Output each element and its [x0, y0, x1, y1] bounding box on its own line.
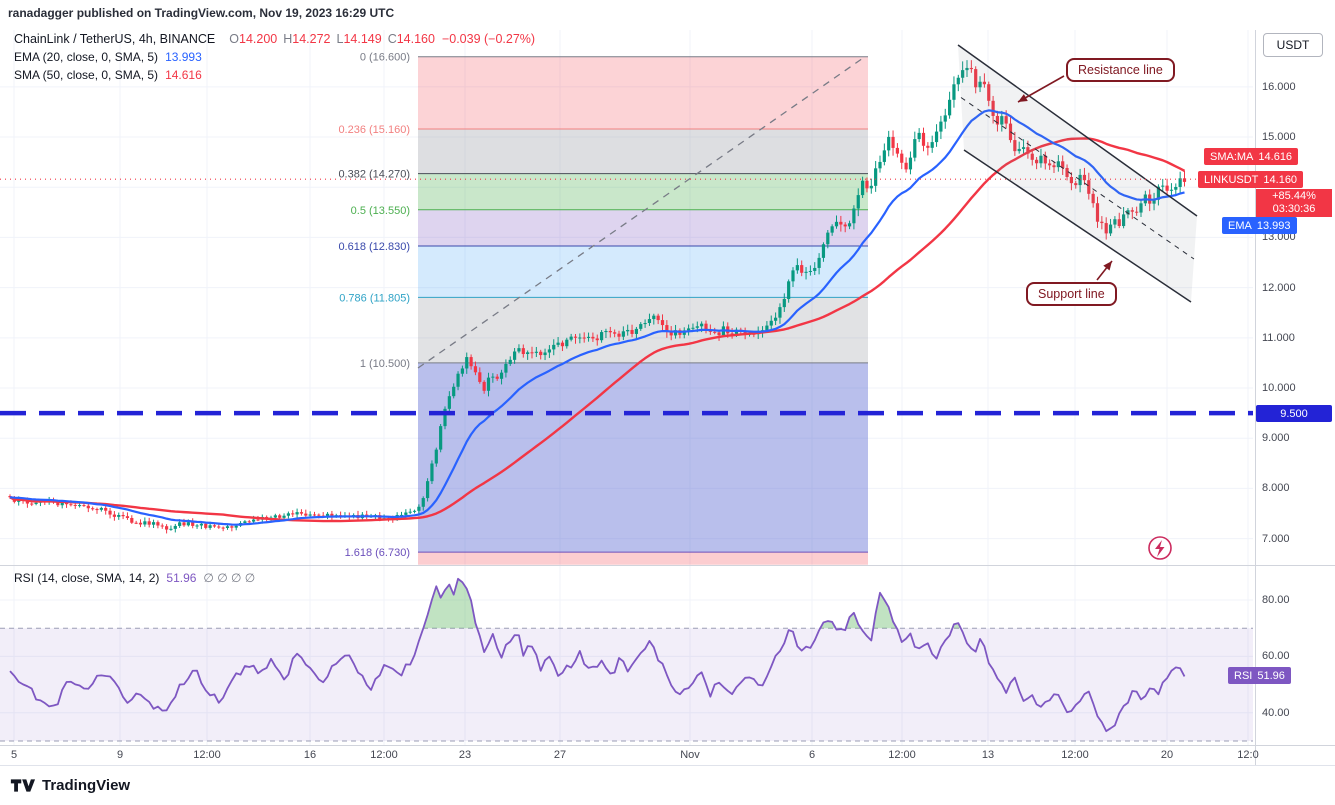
channel-fill [958, 45, 1197, 302]
price-axis-label: 7.000 [1262, 532, 1290, 545]
flash-icon[interactable] [1148, 536, 1172, 560]
currency-toggle-button[interactable]: USDT [1263, 33, 1323, 57]
sma-tag-label: SMA:MA [1210, 150, 1254, 163]
price-axis-label: 15.000 [1262, 131, 1296, 144]
tradingview-logo-text[interactable]: TradingView [42, 777, 131, 794]
symbol-legend: ChainLink / TetherUS, 4h, BINANCE O 14.2… [14, 30, 535, 84]
support-line-drawing [963, 149, 1192, 303]
rsi-tag-label: RSI [1234, 669, 1253, 682]
time-axis-label: 16 [303, 749, 317, 761]
gridlines [0, 30, 1253, 745]
close-label: C [387, 32, 397, 46]
fib-level-label: 0.5 (13.550) [351, 205, 410, 217]
fib-retracement [418, 56, 868, 565]
change-percent: +85.44% [1272, 190, 1316, 202]
time-axis-label: 12:00 [193, 749, 221, 761]
time-axis-label: 27 [553, 749, 567, 761]
support-annotation[interactable]: Support line [1026, 282, 1117, 306]
sma-tag-value: 14.616 [1258, 150, 1293, 163]
change-countdown-tag: +85.44% 03:30:36 [1256, 189, 1332, 217]
time-axis-label: 12:00 [1061, 749, 1089, 761]
fib-level-label: 1 (10.500) [360, 358, 410, 370]
fib-level-label: 0.236 (15.160) [338, 124, 410, 136]
fib-level-label: 0.786 (11.805) [339, 292, 410, 304]
ema-legend-value: 13.993 [165, 50, 202, 64]
rsi-legend-value: 51.96 [166, 571, 197, 585]
price-axis-label: 9.000 [1262, 432, 1290, 445]
symbol-tag-label: LINKUSDT [1204, 173, 1259, 186]
rsi-legend-label[interactable]: RSI (14, close, SMA, 14, 2) [14, 571, 160, 585]
rsi-axis-tag: RSI 51.96 [1228, 667, 1291, 684]
channel-midline [960, 97, 1195, 260]
time-axis-label: 12:00 [370, 749, 398, 761]
support-level-value: 9.500 [1280, 407, 1308, 420]
rsi-axis-label: 40.00 [1262, 706, 1290, 719]
rsi-pane [0, 578, 1253, 742]
time-axis-label: 5 [10, 749, 18, 761]
ema-tag-value: 13.993 [1256, 219, 1291, 232]
sma-axis-tag: SMA:MA 14.616 [1204, 148, 1299, 165]
sma-line [9, 137, 1186, 523]
time-axis-label: 23 [458, 749, 472, 761]
symbol-price-tag: LINKUSDT 14.160 [1198, 171, 1304, 188]
symbol-tag-value: 14.160 [1263, 173, 1298, 186]
price-axis-label: 11.000 [1262, 331, 1295, 344]
footer-bar: TradingView [0, 765, 1335, 805]
ema-legend-label[interactable]: EMA (20, close, 0, SMA, 5) [14, 50, 159, 64]
ema-line [9, 109, 1185, 526]
low-label: L [336, 32, 344, 46]
time-axis-label: 9 [116, 749, 124, 761]
time-axis-label: Nov [680, 749, 700, 761]
tradingview-logo-icon[interactable] [10, 778, 36, 793]
rsi-legend: RSI (14, close, SMA, 14, 2) 51.96 ∅ ∅ ∅ … [14, 569, 255, 587]
rsi-axis-label: 80.00 [1262, 594, 1290, 606]
time-axis-label: 6 [808, 749, 816, 761]
resistance-line [957, 44, 1198, 217]
attribution-text: ranadagger published on TradingView.com,… [8, 6, 395, 20]
symbol-title[interactable]: ChainLink / TetherUS, 4h, BINANCE [14, 32, 216, 46]
high-label: H [283, 32, 293, 46]
sma-legend-label[interactable]: SMA (50, close, 0, SMA, 5) [14, 68, 159, 82]
open-label: O [229, 32, 239, 46]
rsi-tag-value: 51.96 [1257, 669, 1285, 682]
open-value: 14.200 [239, 32, 278, 46]
resistance-annotation[interactable]: Resistance line [1066, 58, 1175, 82]
price-axis-label: 13.000 [1262, 231, 1296, 244]
change-value: −0.039 (−0.27%) [441, 32, 536, 46]
time-axis-label: 20 [1160, 749, 1174, 761]
bar-countdown: 03:30:36 [1272, 203, 1316, 215]
ema-axis-tag: EMA 13.993 [1222, 217, 1297, 234]
high-value: 14.272 [292, 32, 331, 46]
fib-level-label: 0.618 (12.830) [338, 241, 410, 253]
price-axis-label: 8.000 [1262, 482, 1290, 495]
rsi-line [9, 577, 1186, 733]
price-axis-label: 10.000 [1262, 382, 1296, 395]
time-axis-label: 12:0 [1237, 749, 1259, 761]
sma-legend-value: 14.616 [165, 68, 202, 82]
fib-level-label: 0 (16.600) [360, 52, 410, 64]
ema-tag-label: EMA [1228, 219, 1252, 232]
fib-level-label: 1.618 (6.730) [345, 547, 410, 559]
fib-level-label: 0.382 (14.270) [338, 169, 410, 181]
price-axis-label: 16.000 [1262, 80, 1296, 93]
close-value: 14.160 [396, 32, 435, 46]
rsi-axis-label: 60.00 [1262, 650, 1290, 663]
low-value: 14.149 [343, 32, 382, 46]
time-axis-label: 12:00 [888, 749, 916, 761]
price-axis-label: 12.000 [1262, 281, 1296, 294]
time-axis-label: 13 [981, 749, 995, 761]
support-level-tag: 9.500 [1256, 405, 1332, 422]
rsi-hidden-values: ∅ ∅ ∅ ∅ [203, 571, 256, 585]
